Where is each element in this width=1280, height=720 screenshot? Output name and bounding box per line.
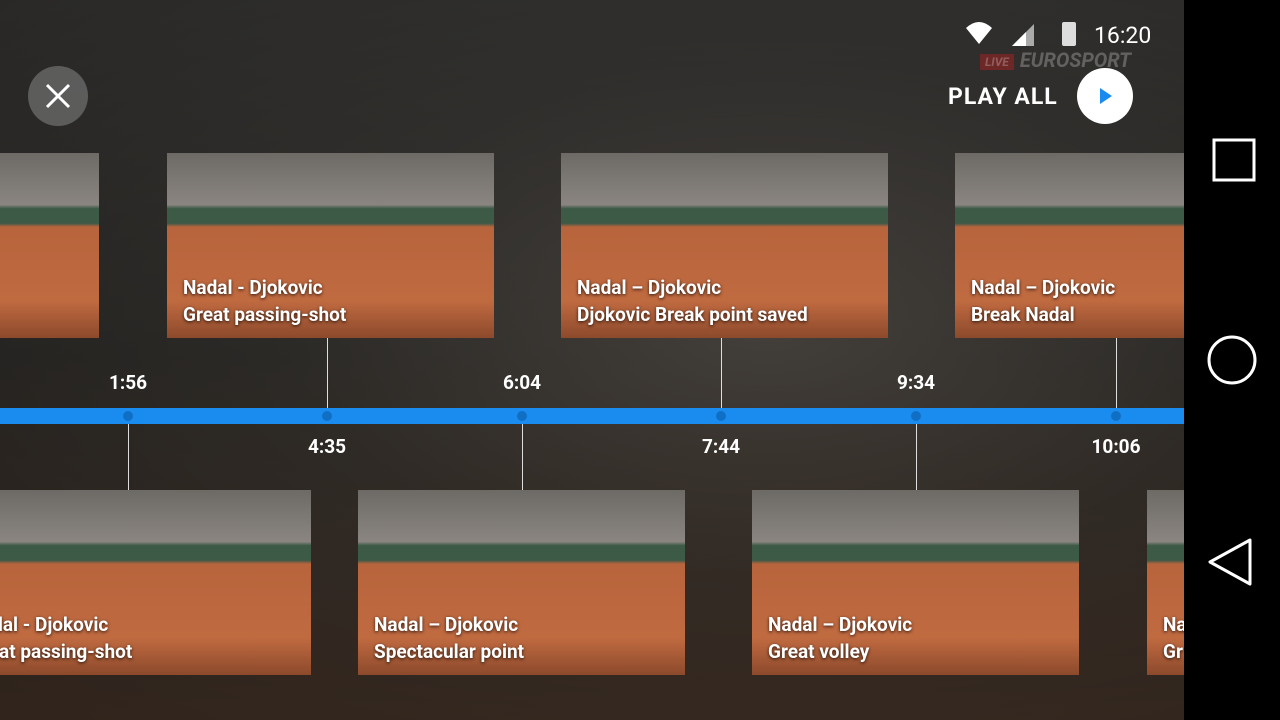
- clip-caption: Nadal - Djokovic Great passing-shot: [183, 274, 346, 328]
- clip-card[interactable]: Na Gr: [1147, 490, 1184, 675]
- time-label: 4:35: [307, 435, 347, 458]
- brand: EUROSPORT: [1019, 48, 1132, 72]
- close-button[interactable]: [28, 66, 88, 126]
- clip-subtitle: Spectacular point: [374, 640, 525, 663]
- clip-card[interactable]: Nadal – Djokovic Break Nadal: [955, 153, 1184, 338]
- clip-title: Na: [1163, 613, 1184, 636]
- connector: [915, 424, 917, 490]
- time-label: 9:34: [896, 371, 936, 394]
- back-button[interactable]: [1208, 538, 1252, 586]
- status-bar: 16:20: [962, 18, 1151, 52]
- clip-card[interactable]: Nadal – Djokovic Great volley: [752, 490, 1079, 675]
- clip-card[interactable]: [0, 153, 99, 338]
- clip-subtitle: Djokovic Break point saved: [577, 303, 808, 326]
- connector: [720, 338, 722, 408]
- time-label: 7:44: [701, 435, 741, 458]
- clip-caption: Nadal – Djokovic Break Nadal: [971, 274, 1115, 328]
- connector: [1115, 338, 1117, 408]
- live-badge: LIVE: [980, 53, 1014, 70]
- clip-card[interactable]: Nadal – Djokovic Spectacular point: [358, 490, 685, 675]
- timeline-dot: [322, 411, 332, 421]
- timeline-dot: [123, 411, 133, 421]
- timeline-dot: [517, 411, 527, 421]
- clip-subtitle: Gr: [1163, 640, 1183, 663]
- clip-subtitle: Great passing-shot: [183, 303, 347, 326]
- clip-title: Nadal – Djokovic: [374, 613, 519, 636]
- clip-title: Nadal - Djokovic: [183, 276, 323, 299]
- connector: [521, 424, 523, 490]
- home-button[interactable]: [1207, 335, 1257, 385]
- clip-caption: Nadal – Djokovic Spectacular point: [374, 611, 524, 665]
- clip-card[interactable]: Nadal - Djokovic Great passing-shot: [167, 153, 494, 338]
- close-icon: [45, 83, 71, 109]
- nav-bar: [1184, 0, 1280, 720]
- clip-title: Nadal – Djokovic: [971, 276, 1116, 299]
- clip-caption: adal - Djokovic reat passing-shot: [0, 611, 132, 665]
- play-icon: [1076, 68, 1133, 124]
- time-label: 1:56: [108, 371, 148, 394]
- clip-caption: Nadal – Djokovic Great volley: [768, 611, 912, 665]
- time-label: 6:04: [502, 371, 542, 394]
- connector: [326, 338, 328, 408]
- timeline-dot: [1111, 411, 1121, 421]
- clip-card[interactable]: adal - Djokovic reat passing-shot: [0, 490, 311, 675]
- play-all[interactable]: PLAY ALL: [948, 68, 1133, 124]
- clip-title: Nadal – Djokovic: [577, 276, 722, 299]
- clip-caption: Nadal – Djokovic Djokovic Break point sav…: [577, 274, 808, 328]
- time-label: 10:06: [1091, 435, 1141, 458]
- clip-subtitle: Great volley: [768, 640, 870, 663]
- play-all-label: PLAY ALL: [948, 82, 1058, 110]
- nav-icons: [1207, 138, 1257, 586]
- status-icons: [966, 22, 1076, 46]
- clock: 16:20: [1094, 21, 1152, 49]
- recents-button[interactable]: [1212, 138, 1256, 182]
- logo: LIVE EUROSPORT: [980, 48, 1131, 72]
- clip-title: adal - Djokovic: [0, 613, 109, 636]
- timeline-dot: [716, 411, 726, 421]
- clip-title: Nadal – Djokovic: [768, 613, 913, 636]
- clip-caption: Na Gr: [1163, 611, 1184, 665]
- timeline-dot: [911, 411, 921, 421]
- clip-subtitle: reat passing-shot: [0, 640, 133, 663]
- timeline-bar: [0, 408, 1184, 424]
- clip-card[interactable]: Nadal – Djokovic Djokovic Break point sav…: [561, 153, 888, 338]
- content: LIVE EUROSPORT PLAY ALL 16:20 1:56 4:35 6:0…: [0, 0, 1184, 720]
- clip-subtitle: Break Nadal: [971, 303, 1075, 326]
- connector: [127, 424, 129, 490]
